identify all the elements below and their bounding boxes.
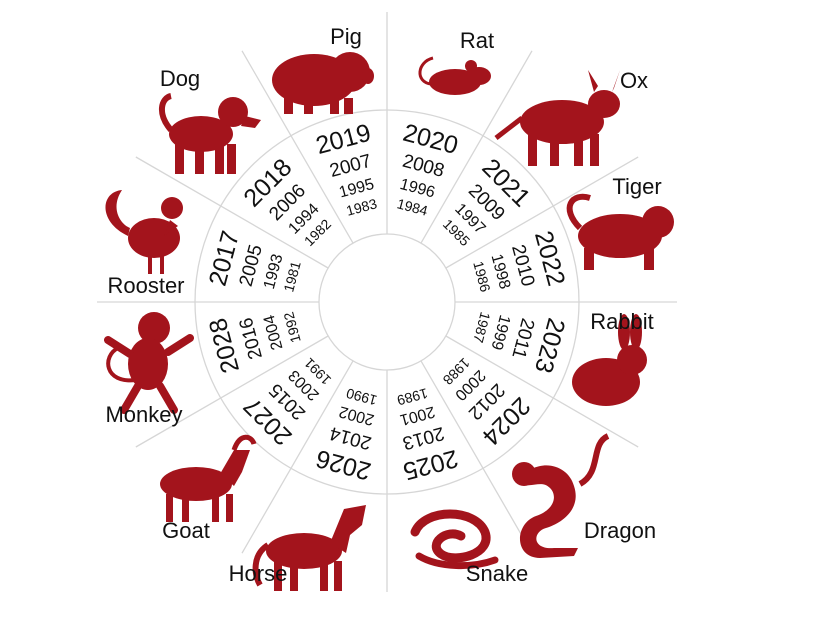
goat-icon bbox=[160, 434, 257, 522]
label-dragon: Dragon bbox=[584, 518, 656, 543]
sector-divider bbox=[445, 156, 639, 269]
label-horse: Horse bbox=[229, 561, 288, 586]
sector-divider bbox=[420, 360, 533, 554]
dragon-icon bbox=[512, 433, 610, 558]
tiger-icon bbox=[566, 193, 674, 270]
year-label: 1981 bbox=[280, 259, 304, 293]
sector-divider bbox=[420, 50, 533, 244]
sector-divider bbox=[135, 156, 329, 269]
wheel-lines bbox=[97, 12, 677, 592]
horse-icon bbox=[252, 505, 366, 591]
label-tiger: Tiger bbox=[612, 174, 661, 199]
year-label: 1984 bbox=[395, 195, 429, 219]
label-ox: Ox bbox=[620, 68, 648, 93]
ox-icon bbox=[494, 70, 620, 166]
sector-divider bbox=[445, 335, 639, 448]
monkey-icon bbox=[104, 312, 194, 414]
label-rooster: Rooster bbox=[107, 273, 184, 298]
label-monkey: Monkey bbox=[105, 402, 182, 427]
sector-divider bbox=[241, 360, 354, 554]
inner-ring bbox=[318, 233, 456, 371]
year-label: 1992 bbox=[280, 310, 304, 344]
label-rabbit: Rabbit bbox=[590, 309, 654, 334]
label-rat: Rat bbox=[460, 28, 494, 53]
label-snake: Snake bbox=[466, 561, 528, 586]
rat-icon bbox=[418, 56, 491, 95]
dog-icon bbox=[159, 93, 261, 174]
label-pig: Pig bbox=[330, 24, 362, 49]
label-dog: Dog bbox=[160, 66, 200, 91]
year-label: 1990 bbox=[344, 385, 378, 409]
year-label: 1989 bbox=[395, 385, 429, 409]
animal-labels: Rat Ox Tiger Rabbit Dragon Snake Horse Goat Monk… bbox=[105, 24, 661, 586]
sector-divider bbox=[135, 335, 329, 448]
year-label: 1987 bbox=[470, 310, 494, 344]
year-label: 1983 bbox=[344, 195, 378, 219]
label-goat: Goat bbox=[162, 518, 210, 543]
year-label: 1986 bbox=[470, 259, 494, 293]
rooster-icon bbox=[105, 190, 183, 274]
sector-divider bbox=[241, 50, 354, 244]
rabbit-icon bbox=[572, 314, 647, 406]
snake-icon bbox=[410, 509, 499, 570]
pig-icon bbox=[272, 52, 374, 114]
animal-icons bbox=[104, 52, 674, 591]
